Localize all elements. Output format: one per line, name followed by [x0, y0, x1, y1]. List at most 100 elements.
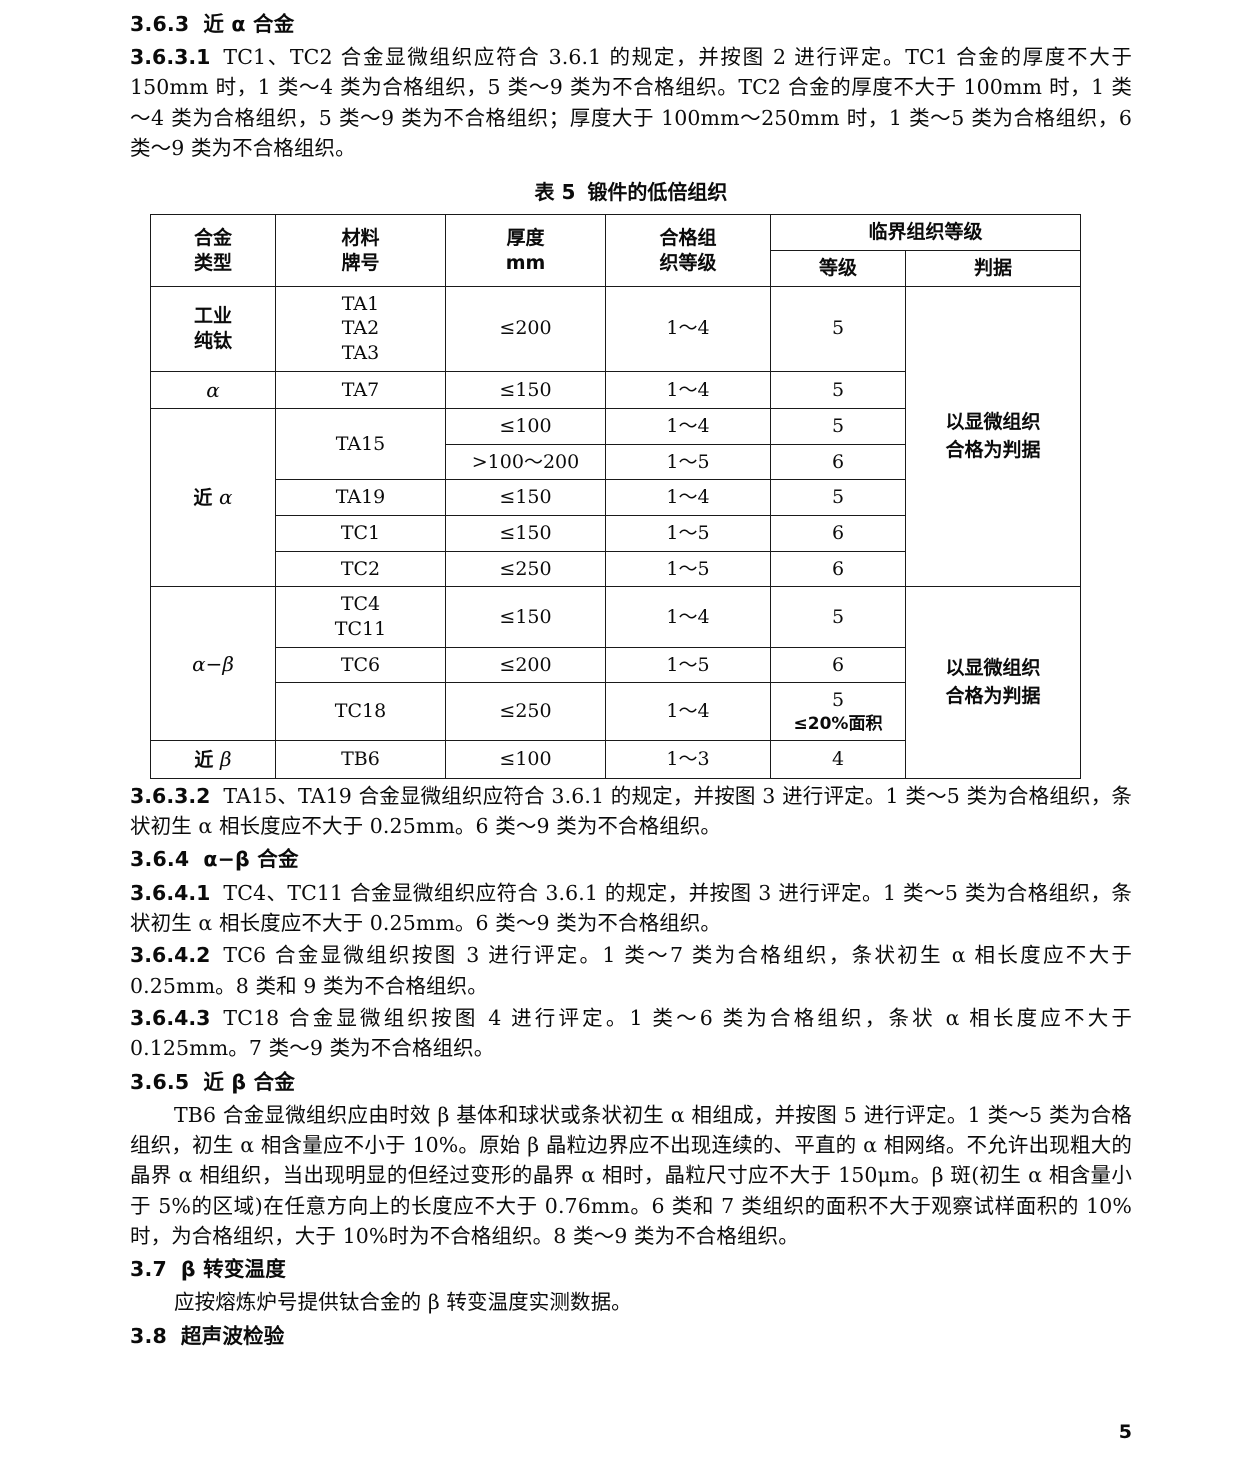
clause-title: α−β 合金 [203, 847, 299, 872]
table-row: α TA7 ≤150 1～4 5 [150, 370, 1081, 409]
table-row: 工业 纯钛 TA1 TA2 TA3 ≤200 1～4 5 以显微组织 合格为判据 [150, 285, 1082, 588]
clause-heading-3-8: 3.8 超声波检验 [130, 1322, 1132, 1351]
th-critical-structure-grade: 临界组织等级 [769, 214, 1082, 252]
table-row: TC2 ≤250 1～5 6 [151, 550, 1081, 588]
cell-qualified-grade: 1～4 [605, 682, 771, 742]
cell-critical-grade: 5 [770, 407, 906, 445]
cell-qualified-grade: 1～4 [605, 407, 771, 445]
paragraph-3-6-3-2: 3.6.3.2 TA15、TA19 合金显微组织应符合 3.6.1 的规定，并按图… [130, 781, 1132, 842]
table-row: TC6 ≤200 1～5 6 [151, 646, 1081, 684]
cell-thickness: ≤150 [445, 514, 606, 552]
clause-number: 3.7 [130, 1257, 167, 1282]
table-caption-number: 表 5 [534, 180, 576, 205]
paragraph-3-6-4-3: 3.6.4.3 TC18 合金显微组织按图 4 进行评定。1 类～6 类为合格组织… [130, 1003, 1132, 1064]
cell-qualified-grade: 1～4 [605, 586, 771, 648]
cell-qualified-grade: 1～4 [605, 370, 771, 409]
cell-thickness: ≤150 [445, 370, 606, 409]
clause-title: 近 α 合金 [203, 12, 295, 36]
cell-material-grade: TC18 [275, 682, 446, 742]
cell-critical-grade: 5 [770, 285, 906, 372]
cell-criterion-upper: 以显微组织 合格为判据 [904, 285, 1082, 588]
table-header-row-2: 等级 判据 [151, 250, 1082, 287]
table-low-power-structure: 合金 类型 材料 牌号 厚度 mm 合格组 织等级 临界组织等级 等级 [150, 214, 1082, 779]
paragraph-number: 3.6.4.2 [130, 943, 211, 968]
cell-material-grade: TC2 [275, 550, 446, 588]
th-alloy-type: 合金 类型 [150, 214, 276, 287]
cell-qualified-grade: 1～4 [605, 285, 771, 372]
cell-critical-grade: 4 [770, 740, 906, 779]
th-criterion: 判据 [904, 250, 1082, 287]
table-row: TC18 ≤250 1～4 5 ≤20%面积 [151, 682, 1081, 742]
clause-heading-3-6-4: 3.6.4 α−β 合金 [130, 845, 1132, 874]
cell-qualified-grade: 1～5 [605, 646, 771, 684]
cell-thickness: ≤100 [445, 740, 606, 779]
table-row: TA19 ≤150 1～4 5 [151, 479, 1081, 516]
cell-material-grade: TB6 [275, 740, 446, 779]
clause-heading-3-7: 3.7 β 转变温度 [130, 1255, 1132, 1284]
greek-beta: β [220, 747, 232, 772]
cell-critical-grade: 5 [770, 586, 906, 648]
cell-thickness: ≤200 [445, 646, 606, 684]
paragraph-text: TC4、TC11 合金显微组织应符合 3.6.1 的规定，并按图 3 进行评定。… [130, 880, 1132, 935]
clause-number: 3.6.3 [130, 12, 190, 36]
clause-title: 近 β 合金 [203, 1069, 296, 1094]
table-row: 近 α TA15 ≤100 1～4 5 [150, 407, 1081, 588]
cell-thickness: ≤250 [445, 682, 606, 742]
cell-critical-grade: 6 [770, 550, 906, 588]
cell-critical-grade: 6 [770, 514, 906, 552]
cell-material-grade: TA1 TA2 TA3 [275, 285, 446, 372]
clause-title: β 转变温度 [180, 1257, 286, 1282]
paragraph-text: TC6 合金显微组织按图 3 进行评定。1 类～7 类为合格组织，条状初生 α … [130, 943, 1132, 998]
cell-material-grade: TC6 [275, 646, 446, 684]
cell-alloy-type: α−β [150, 586, 276, 742]
cell-alloy-type: 工业 纯钛 [150, 285, 276, 372]
th-material-grade: 材料 牌号 [275, 214, 446, 287]
cell-critical-grade: 5 ≤20%面积 [770, 682, 906, 742]
table-row: 近 β TB6 ≤100 1～3 4 [150, 740, 1081, 779]
cell-alloy-type: 近 α [150, 407, 276, 588]
table-header-row-1: 合金 类型 材料 牌号 厚度 mm 合格组 织等级 临界组织等级 [150, 214, 1082, 287]
cell-thickness: ≤150 [445, 479, 606, 516]
clause-heading-3-6-5: 3.6.5 近 β 合金 [130, 1068, 1132, 1097]
cell-criterion-lower: 以显微组织 合格为判据 [904, 586, 1082, 779]
paragraph-3-6-3-1: 3.6.3.1 TC1、TC2 合金显微组织应符合 3.6.1 的规定，并按图 2… [130, 42, 1132, 163]
paragraph-3-6-5-body: TB6 合金显微组织应由时效 β 基体和球状或条状初生 α 相组成，并按图 5 … [130, 1102, 1132, 1248]
table-caption: 表 5 锻件的低倍组织 [130, 176, 1132, 205]
cell-qualified-grade: 1～5 [605, 443, 771, 481]
clause-heading-3-6-3: 3.6.3 近 α 合金 [130, 10, 1132, 39]
cell-critical-grade: 6 [770, 646, 906, 684]
cell-qualified-grade: 1～5 [605, 550, 771, 588]
paragraph-number: 3.6.4.3 [130, 1005, 211, 1030]
clause-number: 3.6.4 [130, 847, 190, 872]
th-thickness: 厚度 mm [445, 214, 606, 287]
table-row: TC1 ≤150 1～5 6 [151, 514, 1081, 552]
clause-number: 3.8 [130, 1323, 167, 1348]
greek-alpha: α [219, 485, 233, 510]
table-caption-text: 锻件的低倍组织 [587, 180, 728, 205]
paragraph-text: TA15、TA19 合金显微组织应符合 3.6.1 的规定，并按图 3 进行评定… [130, 783, 1132, 839]
cell-thickness: ≤200 [445, 285, 606, 372]
cell-material-grade: TA15 [275, 407, 446, 481]
clause-number: 3.6.5 [130, 1069, 190, 1094]
cell-critical-grade: 6 [770, 443, 906, 481]
cell-critical-grade: 5 [770, 370, 906, 409]
cell-material-grade: TC1 [275, 514, 446, 552]
cell-critical-grade: 5 [770, 479, 906, 516]
clause-title: 超声波检验 [180, 1323, 285, 1348]
paragraph-text: TC1、TC2 合金显微组织应符合 3.6.1 的规定，并按图 2 进行评定。T… [130, 45, 1132, 161]
table-row: α−β TC4 TC11 ≤150 1～4 5 以显微组织 合格为判据 [150, 586, 1082, 779]
cell-alloy-type: α [150, 370, 276, 409]
paragraph-3-6-4-1: 3.6.4.1 TC4、TC11 合金显微组织应符合 3.6.1 的规定，并按图 … [130, 878, 1132, 939]
cell-material-grade: TC4 TC11 [275, 586, 446, 648]
cell-thickness: ≤100 [445, 407, 606, 445]
paragraph-3-6-4-2: 3.6.4.2 TC6 合金显微组织按图 3 进行评定。1 类～7 类为合格组织，… [130, 940, 1132, 1001]
cell-alloy-type: 近 β [150, 740, 276, 779]
paragraph-3-7-body: 应按熔炼炉号提供钛合金的 β 转变温度实测数据。 [174, 1290, 632, 1315]
cell-qualified-grade: 1～5 [605, 514, 771, 552]
cell-thickness: ≤250 [445, 550, 606, 588]
paragraph-text: TC18 合金显微组织按图 4 进行评定。1 类～6 类为合格组织，条状 α 相… [130, 1005, 1132, 1061]
cell-critical-grade-note: ≤20%面积 [793, 714, 883, 735]
paragraph-number: 3.6.4.1 [130, 880, 211, 905]
cell-thickness: ≤150 [445, 586, 606, 648]
